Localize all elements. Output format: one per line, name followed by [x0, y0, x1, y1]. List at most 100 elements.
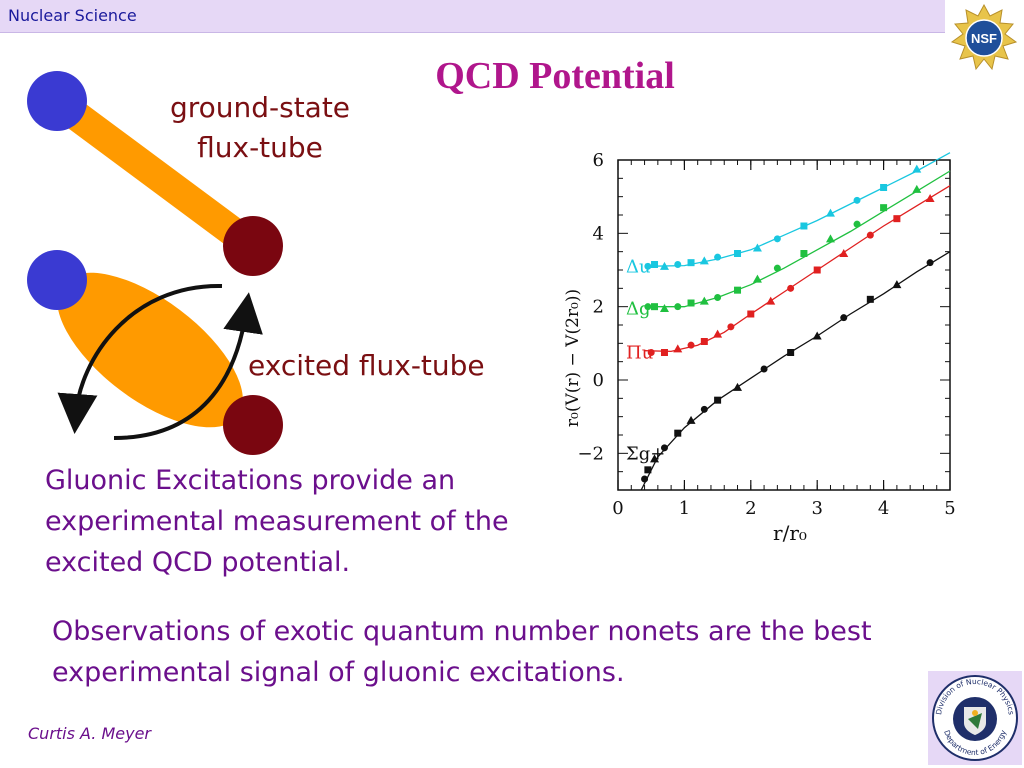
data-point [926, 259, 934, 267]
data-point [912, 164, 922, 173]
data-point [747, 310, 755, 318]
data-point [752, 243, 762, 252]
data-point [700, 405, 708, 413]
data-point [825, 234, 835, 243]
data-point [699, 256, 709, 265]
ground-state-flux-tube [43, 87, 267, 261]
chart-points [641, 164, 935, 483]
data-point [714, 294, 722, 301]
data-point [651, 303, 659, 311]
data-point [880, 184, 888, 191]
y-tick-label: 2 [593, 297, 604, 318]
excited-quark-red [223, 395, 283, 455]
doe-logo: Division of Nuclear Physics Department o… [928, 671, 1022, 765]
nsf-logo-text: NSF [971, 31, 997, 46]
data-point [866, 231, 874, 239]
footer-author: Curtis A. Meyer [28, 724, 151, 743]
rotation-arrow-left [57, 283, 223, 434]
x-tick-label: 0 [612, 498, 623, 519]
x-tick-label: 2 [745, 498, 756, 519]
data-point [687, 341, 695, 349]
chart-ticks: 0 1 2 3 4 5 −2 0 2 4 6 [577, 150, 955, 519]
flux-tube-diagram [27, 71, 283, 455]
y-tick-label: 4 [593, 223, 604, 244]
data-point [773, 264, 781, 272]
data-point [766, 296, 776, 305]
data-point [659, 304, 669, 312]
data-point [800, 250, 808, 257]
ground-state-label-line1: ground-state [169, 91, 351, 124]
data-point [714, 253, 722, 261]
data-point [787, 284, 795, 292]
x-tick-label: 5 [944, 498, 955, 519]
data-point [840, 314, 848, 322]
header-title: Nuclear Science [8, 6, 137, 25]
data-point [839, 249, 849, 257]
y-tick-label: −2 [577, 443, 604, 464]
doe-shield-icon [953, 697, 997, 741]
series-legend-label: Σg+ [626, 443, 665, 464]
data-point [925, 194, 935, 202]
data-point [714, 396, 722, 404]
slide-title: QCD Potential [435, 55, 675, 97]
series-legend-label: Δu [626, 256, 651, 277]
data-point [733, 382, 743, 391]
data-point [699, 296, 709, 305]
series-legend-label: Δg [626, 299, 651, 320]
data-point [813, 266, 821, 274]
plot-area [617, 159, 951, 491]
ground-state-label: ground-state flux-tube [135, 88, 385, 168]
header-bar: Nuclear Science [0, 0, 945, 33]
data-point [892, 280, 902, 289]
data-point [760, 365, 768, 373]
excited-label: excited flux-tube [248, 349, 485, 382]
data-point [674, 261, 682, 268]
chart-legend: Δu Δg Πu Σg+ [626, 256, 665, 464]
observations-text: Observations of exotic quantum number no… [52, 616, 872, 688]
data-point [650, 454, 660, 463]
ground-state-quark-blue [27, 71, 87, 131]
data-point [752, 274, 762, 283]
data-point [825, 208, 835, 217]
y-axis-label: r₀(V(r) − V(2r₀)) [563, 289, 583, 427]
data-point [644, 466, 652, 474]
data-point [787, 349, 795, 356]
series-curve [644, 170, 951, 308]
nsf-logo: NSF [950, 4, 1018, 71]
x-tick-label: 4 [878, 498, 889, 519]
data-point [647, 349, 655, 356]
data-point [812, 331, 822, 340]
data-point [644, 262, 652, 270]
ground-state-label-line2: flux-tube [197, 131, 323, 164]
data-point [734, 250, 742, 257]
data-point [674, 429, 682, 437]
data-point [727, 323, 735, 331]
data-point [866, 295, 874, 303]
data-point [713, 329, 723, 338]
data-point [880, 204, 888, 212]
x-tick-label: 3 [811, 498, 822, 519]
data-point [853, 196, 861, 204]
data-point [687, 299, 695, 307]
x-axis-label: r/r₀ [773, 521, 807, 545]
data-point [687, 259, 695, 267]
data-point [674, 303, 682, 311]
data-point [659, 261, 669, 270]
nsf-seal-icon: NSF [950, 4, 1018, 71]
data-point [660, 444, 668, 452]
excited-quark-blue [27, 250, 87, 310]
data-point [644, 303, 652, 311]
data-point [853, 220, 861, 228]
excited-flux-tube [57, 272, 243, 428]
data-point [773, 235, 781, 243]
data-point [700, 338, 708, 345]
data-point [673, 344, 683, 353]
rotation-arrow-right [113, 292, 263, 440]
ground-state-quark-red [223, 216, 283, 276]
y-tick-label: 0 [593, 370, 604, 391]
data-point [651, 261, 659, 268]
chart-frame [617, 159, 951, 491]
data-point [641, 475, 649, 483]
data-point [734, 286, 742, 294]
data-point [912, 184, 922, 193]
